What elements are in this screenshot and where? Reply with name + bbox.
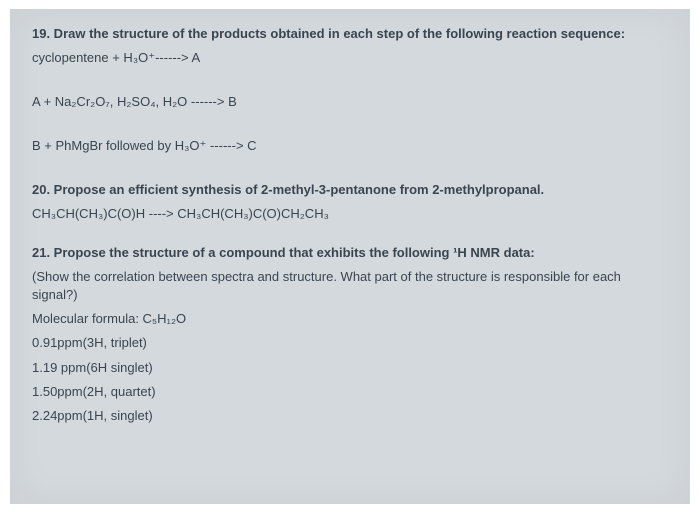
- document-page: 19. Draw the structure of the products o…: [10, 9, 690, 504]
- q20-prompt: 20. Propose an efficient synthesis of 2-…: [32, 181, 668, 199]
- q20-reaction: CH₃CH(CH₃)C(O)H ----> CH₃CH(CH₃)C(O)CH₂C…: [32, 205, 668, 223]
- q21-prompt: 21. Propose the structure of a compound …: [32, 244, 668, 262]
- q21-peak2: 1.19 ppm(6H singlet): [32, 359, 668, 377]
- q19-step1: cyclopentene + H₃O⁺------> A: [32, 49, 668, 67]
- q21-peak1: 0.91ppm(3H, triplet): [32, 334, 668, 352]
- q19-prompt: 19. Draw the structure of the products o…: [32, 25, 668, 43]
- q21-peak3: 1.50ppm(2H, quartet): [32, 383, 668, 401]
- q19-step2: A + Na₂Cr₂O₇, H₂SO₄, H₂O ------> B: [32, 93, 668, 111]
- q21-note: (Show the correlation between spectra an…: [32, 268, 668, 304]
- q19-step3: B + PhMgBr followed by H₃O⁺ ------> C: [32, 137, 668, 155]
- q21-formula: Molecular formula: C₅H₁₂O: [32, 310, 668, 328]
- q21-peak4: 2.24ppm(1H, singlet): [32, 407, 668, 425]
